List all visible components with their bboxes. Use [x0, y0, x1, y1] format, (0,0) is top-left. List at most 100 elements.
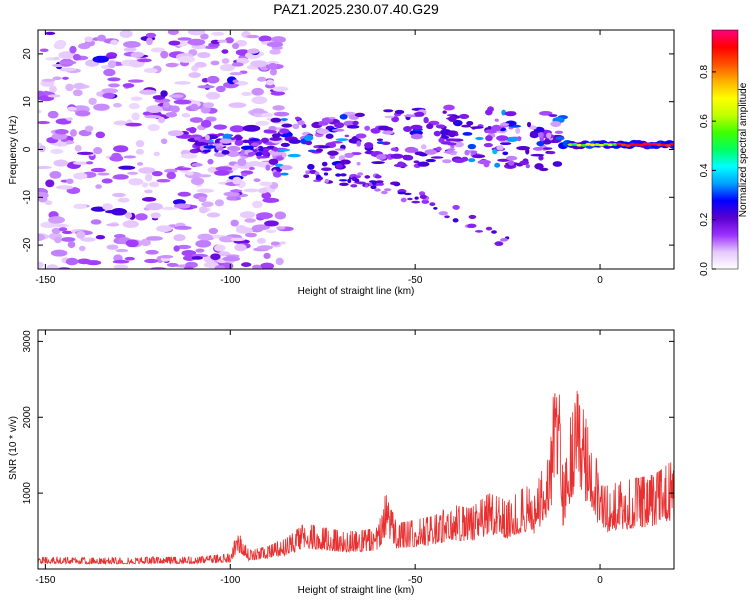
- spectrogram-cell: [364, 184, 369, 188]
- spectrogram-cell: [265, 79, 274, 86]
- spectrogram-cell: [256, 237, 266, 244]
- spectrogram-cell: [426, 123, 434, 130]
- spectrogram-cell: [268, 62, 278, 70]
- spectrogram-cell: [316, 174, 321, 179]
- spectrogram-cell: [136, 161, 144, 166]
- spectrogram-cell: [500, 237, 508, 242]
- spectrogram-cell: [374, 175, 382, 179]
- spectrogram-cell: [442, 159, 452, 164]
- spectrogram-cell: [242, 124, 261, 132]
- spectrogram-cell: [257, 245, 273, 250]
- spectrogram-cell: [174, 167, 192, 171]
- spectrogram-cell: [237, 158, 247, 167]
- spectrogram-cell: [339, 113, 348, 120]
- spectrogram-cell: [268, 125, 277, 131]
- spectrogram-cell: [462, 131, 473, 136]
- spectrogram-cell: [629, 143, 636, 146]
- spectrogram-cell: [414, 151, 425, 156]
- colorbar-gradient: [711, 29, 739, 270]
- spectrogram-cell: [174, 81, 191, 85]
- spectrogram-cell: [167, 130, 184, 137]
- spectrogram-cell: [38, 145, 46, 153]
- spectrogram-cell: [110, 39, 119, 45]
- spectrogram-cell: [245, 232, 257, 238]
- spectrogram-cell: [548, 114, 558, 117]
- spectrogram-cell: [146, 236, 163, 241]
- spectrogram-cell: [280, 118, 288, 121]
- spectrogram-cell: [122, 83, 135, 88]
- spectrogram-cell: [647, 142, 654, 146]
- spectrogram-cell: [262, 151, 269, 156]
- spectrogram-cell: [277, 148, 291, 152]
- spectrogram-cell: [448, 115, 457, 122]
- spectrogram-cell: [532, 146, 544, 151]
- spectrogram-cell: [508, 160, 515, 166]
- spectrogram-cell: [466, 120, 474, 126]
- spectrogram-cell: [66, 178, 74, 185]
- spectrogram-cell: [376, 153, 387, 160]
- spectrogram-cell: [288, 139, 301, 144]
- colorbar-tick-label: 0.0: [699, 262, 710, 276]
- spectrogram-cell: [378, 125, 390, 131]
- spectrogram-cell: [128, 178, 144, 186]
- spectrogram-cell: [243, 188, 259, 193]
- spectrogram-cell: [227, 146, 241, 152]
- spectrogram-cell: [261, 112, 274, 118]
- spectrogram-cell: [256, 76, 267, 82]
- spectrogram-cell: [128, 103, 140, 110]
- spectrogram-cell: [424, 149, 437, 155]
- spectrogram-cell: [65, 257, 79, 266]
- spectrogram-cell: [54, 236, 62, 244]
- spectrogram-cell: [453, 158, 466, 164]
- spectrogram-cell: [354, 112, 365, 117]
- spectrogram-cell: [135, 213, 148, 221]
- spectrogram-cell: [122, 220, 139, 228]
- spectrogram-cell: [78, 43, 91, 50]
- spectrogram-cell: [165, 111, 178, 118]
- spectrogram-cell: [425, 158, 436, 163]
- spectrogram-cell: [598, 143, 605, 147]
- spectrogram-cell: [390, 153, 404, 159]
- spectrogram-cell: [176, 244, 192, 250]
- x-tick-label: -150: [35, 575, 55, 586]
- spectrogram-cell: [113, 120, 128, 126]
- colorbar-ticks: 0.0 0.2 0.4 0.6 0.8: [699, 64, 716, 276]
- spectrogram-cell: [58, 51, 77, 60]
- spectrogram-cell: [266, 41, 284, 48]
- spectrogram-cell: [265, 164, 271, 171]
- spectrogram-cell: [163, 168, 178, 174]
- spectrogram-cell: [384, 115, 395, 119]
- spectrogram-cell: [49, 85, 57, 93]
- spectrogram-cell: [370, 185, 377, 190]
- spectrogram-cell: [269, 49, 281, 55]
- spectrogram-cell: [48, 216, 65, 224]
- spectrogram-cell: [77, 258, 92, 265]
- spectrogram-cell: [53, 56, 60, 61]
- spectrogram-cell: [352, 120, 359, 126]
- spectrogram-cell: [253, 178, 261, 182]
- spectrogram-cell: [314, 121, 319, 125]
- spectrogram-cell: [450, 145, 455, 149]
- spectrogram-cell: [200, 33, 209, 40]
- snr-series-line: [38, 390, 674, 566]
- spectrogram-y-label: Frequency (Hz): [8, 116, 19, 185]
- spectrogram-cell: [113, 264, 129, 269]
- spectrogram-cell: [382, 130, 394, 135]
- spectrogram-cell: [453, 141, 464, 148]
- spectrogram-cell: [339, 179, 348, 182]
- spectrogram-cell: [167, 30, 179, 35]
- spectrogram-cell: [188, 72, 201, 79]
- spectrogram-cell: [400, 197, 407, 203]
- spectrogram-heatmap: [38, 30, 674, 269]
- spectrogram-cell: [197, 233, 213, 241]
- spectrogram-cell: [95, 235, 106, 240]
- spectrogram-cell: [61, 230, 74, 234]
- spectrogram-cell: [160, 138, 168, 145]
- spectrogram-cell: [102, 92, 116, 99]
- spectrogram-cell: [191, 256, 203, 260]
- spectrogram-cell: [221, 49, 229, 54]
- spectrogram-cell: [492, 148, 498, 155]
- spectrogram-cell: [151, 171, 163, 177]
- spectrogram-cell: [318, 145, 331, 149]
